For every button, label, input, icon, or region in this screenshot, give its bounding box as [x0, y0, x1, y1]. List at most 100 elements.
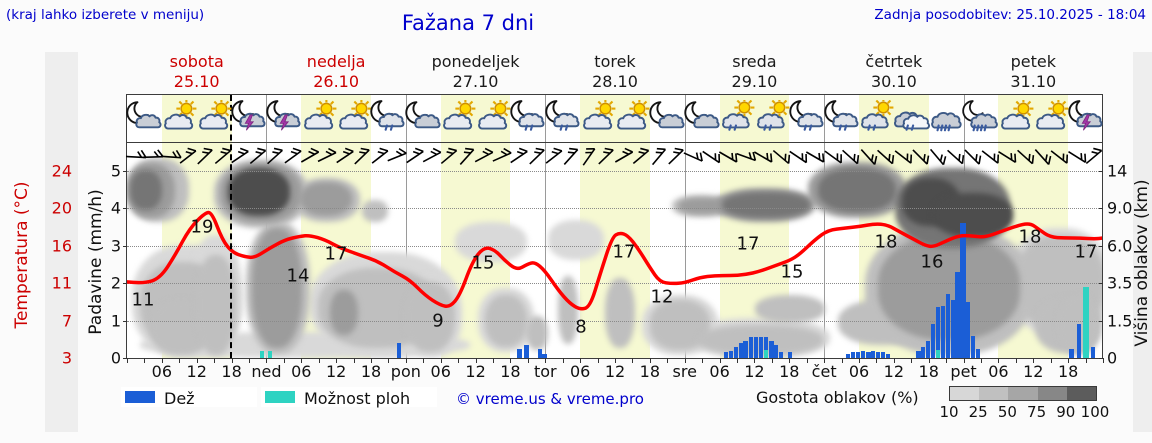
cloud-blob	[130, 170, 162, 210]
wind-barb-icon	[1013, 145, 1037, 173]
rain-bar	[925, 341, 931, 358]
cloud-tick-mark	[1099, 245, 1103, 247]
precip-gridline	[127, 283, 1103, 284]
wind-barb-icon	[333, 145, 357, 173]
cloud-blob	[362, 200, 388, 222]
cloud-blob	[252, 228, 302, 348]
rain-bar	[955, 271, 961, 358]
rain-bar	[916, 350, 921, 358]
shower-bar	[1083, 286, 1089, 358]
weather-icon-moon-rain	[788, 100, 826, 136]
x-tick-mark	[806, 358, 808, 363]
wind-barb-icon	[193, 145, 217, 173]
rain-bar	[1076, 324, 1082, 358]
x-tick-mark	[824, 358, 826, 363]
x-tick-mark	[475, 358, 477, 363]
cloud-tick-mark	[1099, 283, 1103, 284]
x-hour-label: 06	[988, 362, 1009, 381]
day-separator-line	[824, 95, 826, 358]
day-separator-line	[545, 95, 547, 358]
x-day-label: čet	[811, 362, 837, 381]
temperature-tick-label: 20	[51, 198, 72, 218]
rain-bar	[396, 343, 402, 358]
wind-barb-icon	[838, 145, 862, 173]
cloud-blob	[818, 168, 896, 212]
wind-barb-icon	[263, 145, 287, 173]
page-title: Fažana 7 dni	[401, 11, 535, 35]
precip-gridline	[127, 208, 1103, 209]
density-tick-label: 25	[968, 403, 988, 421]
showers-legend-box	[261, 387, 437, 407]
weather-icon-sun-cloud	[997, 98, 1035, 136]
wind-barb-icon	[124, 145, 148, 173]
cloud-tick-mark	[1099, 320, 1103, 322]
day-name: ponedeljek	[431, 52, 520, 71]
x-hour-label: 18	[500, 362, 521, 381]
rain-bar	[748, 337, 754, 358]
cloud-height-tick-label: 14	[1107, 161, 1128, 180]
wind-barb-icon	[699, 145, 723, 173]
precip-gridline	[127, 245, 1103, 247]
wind-barb-icon	[664, 145, 688, 173]
cloud-height-tick-label: 3.5	[1107, 273, 1133, 293]
wind-barb-icon	[821, 145, 845, 173]
rain-bar	[517, 348, 522, 358]
wind-barb-icon	[978, 145, 1002, 173]
x-hour-label: 18	[779, 362, 800, 381]
wind-barb-icon	[577, 145, 601, 173]
wind-barb-icon	[716, 145, 740, 173]
precip-tick-mark	[123, 320, 127, 322]
x-hour-label: 06	[709, 362, 730, 381]
precipitation-axis-label: Padavine (mm/h)	[86, 189, 106, 335]
x-tick-mark	[911, 358, 913, 363]
left-axis-strip	[45, 52, 78, 432]
wind-barb-icon	[734, 145, 758, 173]
current-time-line	[229, 95, 232, 358]
x-hour-label: 12	[465, 362, 486, 381]
rain-bar	[787, 352, 793, 358]
x-tick-mark	[196, 358, 198, 363]
temperature-value-label: 19	[190, 216, 214, 238]
temperature-curve	[127, 210, 1103, 311]
wind-barb-icon	[1030, 145, 1054, 173]
wind-barb-icon	[891, 145, 915, 173]
day-name: petek	[1010, 52, 1056, 71]
weather-icon-sun-cloud	[474, 98, 512, 136]
x-hour-label: 12	[1023, 362, 1044, 381]
x-tick-mark	[1068, 358, 1070, 363]
wind-barb-icon	[612, 145, 636, 173]
rain-bar	[758, 337, 764, 358]
cloud-blob	[300, 182, 352, 216]
day-date: 31.10	[1010, 72, 1057, 91]
shower-bar	[259, 350, 265, 358]
x-hour-label: 12	[186, 362, 207, 381]
wind-barb-icon	[281, 145, 305, 173]
x-tick-mark	[266, 358, 268, 363]
weather-icon-sun-cloud	[335, 98, 373, 136]
wind-barb-icon	[472, 145, 496, 173]
x-hour-label: 06	[291, 362, 312, 381]
x-tick-mark	[649, 358, 651, 363]
x-tick-mark	[1103, 358, 1104, 363]
weather-icon-moon-cloud	[125, 100, 163, 136]
weather-icon-moon-rain	[369, 100, 407, 136]
x-tick-mark	[371, 358, 372, 363]
temperature-value-label: 18	[874, 231, 898, 253]
x-tick-mark	[144, 358, 146, 363]
x-tick-mark	[336, 358, 338, 363]
credit-link[interactable]: © vreme.us & vreme.pro	[456, 390, 644, 408]
x-tick-mark	[493, 358, 494, 363]
weather-icon-moon-heavy-rain	[962, 100, 1000, 136]
density-gradient-segment	[1037, 387, 1067, 400]
wind-barb-icon	[960, 145, 984, 173]
rain-bar	[778, 352, 784, 358]
rain-bar	[537, 348, 543, 358]
day-name: torek	[594, 52, 636, 71]
x-tick-mark	[928, 358, 930, 363]
x-tick-mark	[510, 358, 512, 363]
rain-bar	[870, 350, 876, 358]
rain-bar	[965, 301, 970, 358]
rain-bar	[850, 352, 856, 358]
temperature-tick-label: 16	[51, 236, 72, 255]
weather-icon-moon-storm	[230, 100, 268, 136]
